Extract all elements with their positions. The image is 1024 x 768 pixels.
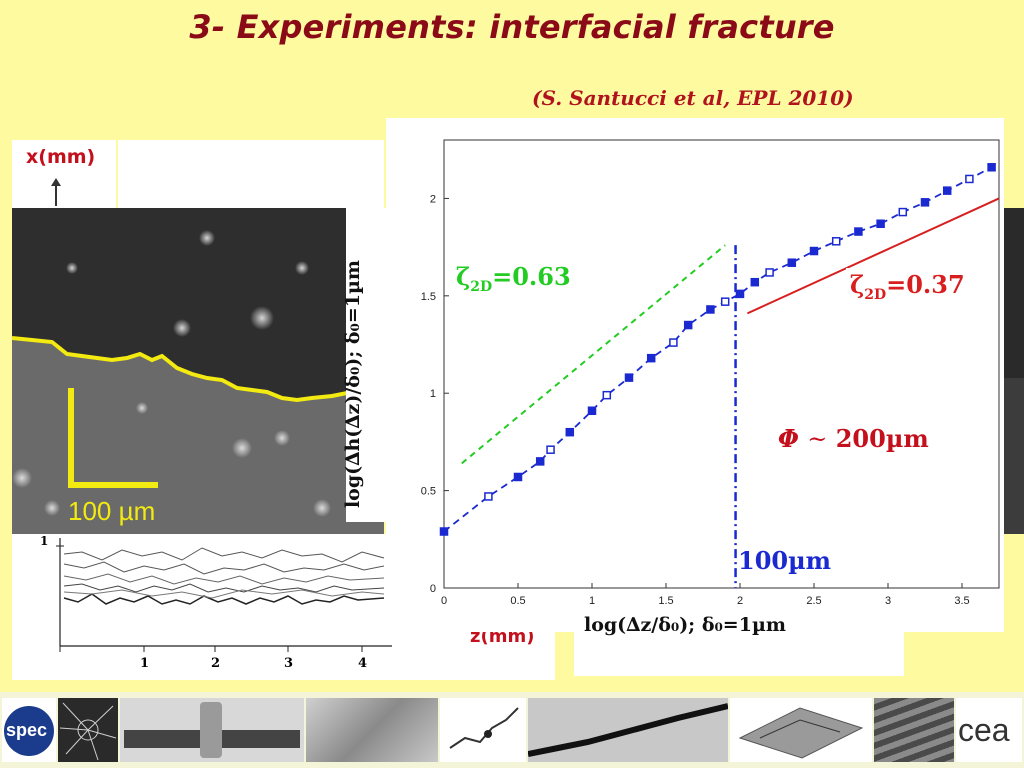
xlabel-panel xyxy=(574,632,904,676)
fit-line-red xyxy=(746,197,1000,315)
chart-xlabel: log(∆z/δ₀); δ₀=1µm xyxy=(584,614,786,636)
arrow-up-icon xyxy=(51,178,61,186)
y-tick-label: 2 xyxy=(430,193,436,205)
x-tick-label: 3.5 xyxy=(954,595,969,607)
profiles-x-tick: 3 xyxy=(284,656,294,671)
data-point xyxy=(513,472,523,482)
micrograph-image xyxy=(12,208,384,534)
x-tick-label: 0 xyxy=(441,595,447,607)
data-point xyxy=(720,297,730,306)
y-tick-label: 1 xyxy=(430,388,436,400)
chart-axes-box xyxy=(443,139,1000,589)
data-point xyxy=(765,268,774,277)
micrograph-svg xyxy=(12,208,384,534)
data-point xyxy=(735,289,745,299)
data-point xyxy=(484,492,493,501)
data-point xyxy=(706,305,715,314)
crack-network-thumb xyxy=(440,698,526,762)
chart-ylabel: log(∆h(∆z)/δ₀); δ₀=1µm xyxy=(342,259,364,509)
x-tick-label: 0.5 xyxy=(510,595,525,607)
data-point xyxy=(831,237,841,246)
data-point xyxy=(669,338,678,347)
shattered-glass-thumb xyxy=(58,698,118,762)
data-point xyxy=(876,219,885,229)
data-point xyxy=(535,457,545,466)
data-point xyxy=(898,207,908,217)
crack-front-line xyxy=(12,336,384,403)
x-tick-label: 1 xyxy=(589,595,595,607)
cea-logo-text: cea xyxy=(958,712,1010,748)
scale-bar-label: 100 µm xyxy=(68,496,156,526)
surface-3d-thumb xyxy=(730,698,872,762)
data-point xyxy=(624,373,634,382)
x-tick-label: 1.5 xyxy=(658,595,673,607)
micro-top-panel xyxy=(118,140,384,210)
x-tick-label: 2.5 xyxy=(806,595,821,607)
data-point xyxy=(546,445,555,454)
x-axis-label-panel xyxy=(12,140,116,210)
scale-bar-horizontal xyxy=(68,482,158,488)
ylabel-panel xyxy=(346,208,386,522)
zeta-red-label: ζ2D=0.37 xyxy=(850,270,965,303)
slide-title: 3- Experiments: interfacial fracture xyxy=(189,8,835,46)
cea-logo: cea xyxy=(956,698,1022,762)
data-point xyxy=(683,320,693,330)
data-point xyxy=(920,198,930,207)
data-point xyxy=(646,353,656,363)
data-point xyxy=(787,258,797,267)
profiles-x-tick: 4 xyxy=(358,656,368,671)
data-point xyxy=(565,427,575,437)
x-tick-label: 2 xyxy=(737,595,743,607)
citation: (S. Santucci et al, EPL 2010) xyxy=(532,86,854,110)
data-point xyxy=(809,246,819,256)
data-point xyxy=(602,390,612,400)
spec-logo: spec xyxy=(2,698,56,762)
fracture-surface-thumb xyxy=(306,698,438,762)
y-tick-label: 0.5 xyxy=(421,486,436,498)
wavy-surface-thumb xyxy=(874,698,954,762)
profiles-svg xyxy=(56,538,392,652)
chart-panel: 0 0.5 1 1.5 2 2.5 3 3.5 0 0.5 1 1.5 2 xyxy=(386,118,1004,632)
data-point xyxy=(587,406,597,415)
x-axis-label: x(mm) xyxy=(26,146,96,168)
data-point xyxy=(987,163,996,172)
x-axis-arrow xyxy=(55,180,57,206)
data-point xyxy=(965,174,974,184)
zeta-green-label: ζ2D=0.63 xyxy=(456,262,571,295)
data-point xyxy=(439,527,449,536)
y-tick-label: 1.5 xyxy=(421,291,436,303)
profiles-x-tick: 2 xyxy=(211,656,221,671)
data-point xyxy=(750,277,760,287)
crossover-label: 100µm xyxy=(738,546,832,575)
data-point xyxy=(942,186,952,195)
x-tick-label: 3 xyxy=(885,595,891,607)
scale-bar-vertical xyxy=(68,388,74,488)
data-point xyxy=(854,227,863,236)
data-series-line xyxy=(443,166,993,533)
right-image-edge-dark xyxy=(1004,208,1024,378)
fit-line-green xyxy=(461,244,726,465)
phi-annotation: Φ ~ 200µm xyxy=(778,424,929,453)
spec-logo-text: spec xyxy=(6,720,48,740)
profiles-x-tick: 1 xyxy=(140,656,150,671)
crack-front-thumb xyxy=(528,698,728,762)
log-log-chart: 0 0.5 1 1.5 2 2.5 3 3.5 0 0.5 1 1.5 2 xyxy=(421,139,1000,607)
apparatus-thumb xyxy=(120,698,304,762)
zeta-red-bg xyxy=(846,268,998,308)
profiles-y-tick: 1 xyxy=(40,534,49,548)
y-tick-label: 0 xyxy=(430,583,436,595)
